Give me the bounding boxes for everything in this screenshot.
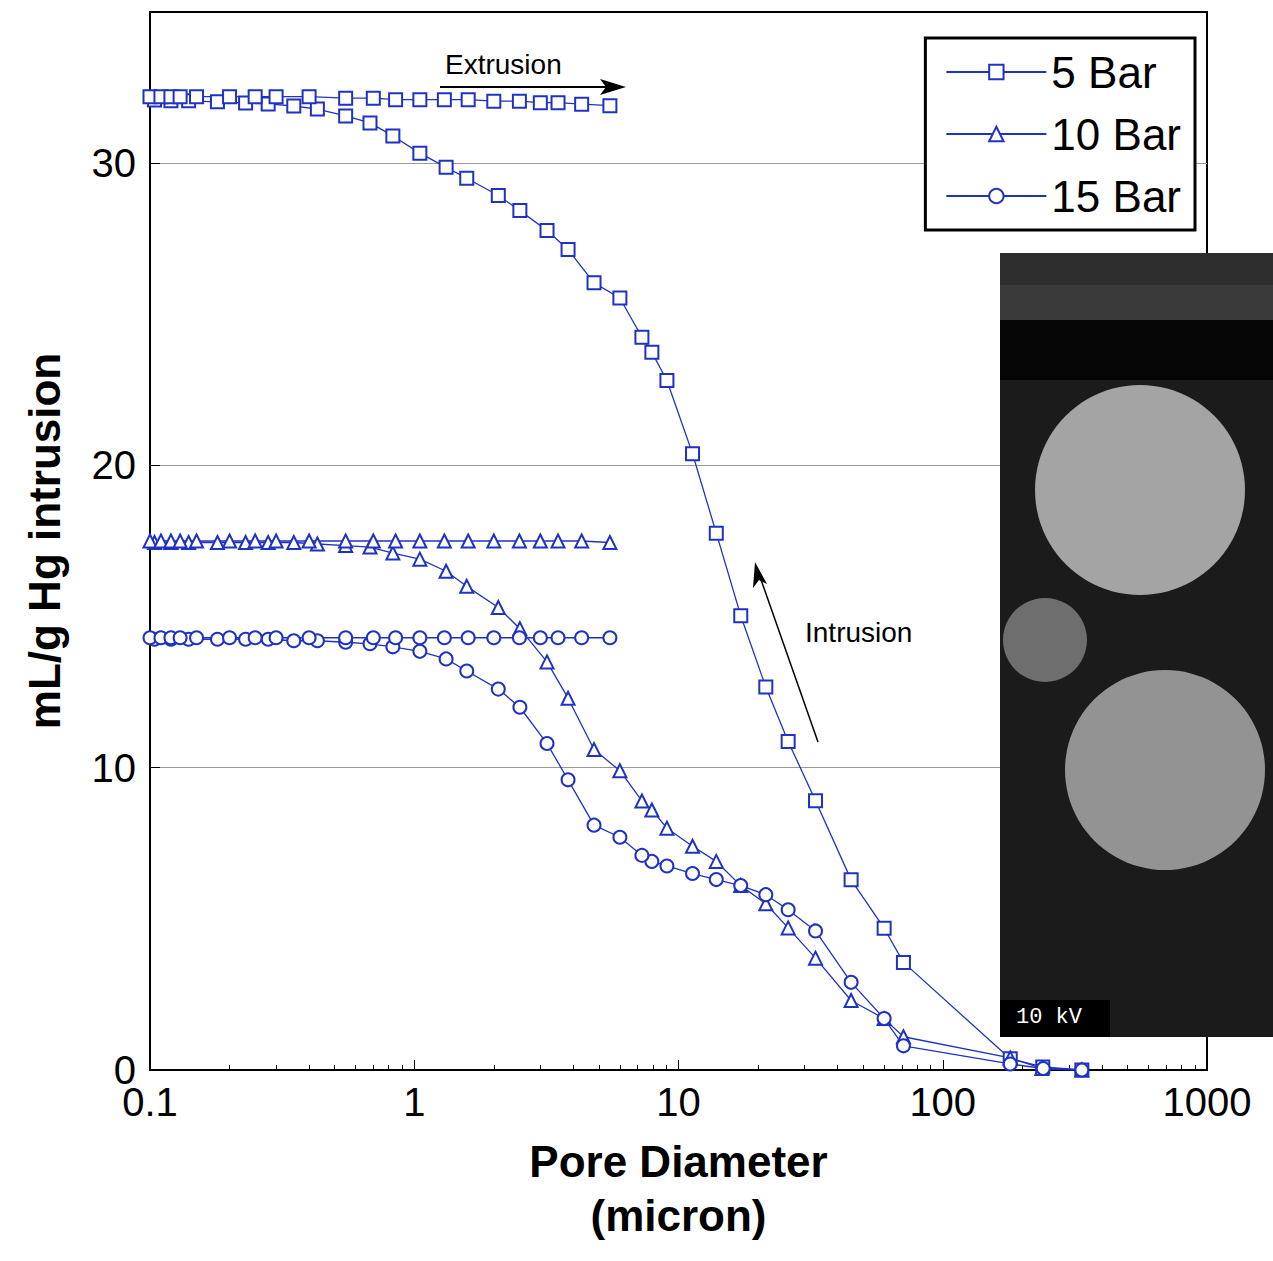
svg-text:100: 100 <box>909 1080 976 1124</box>
svg-text:15 Bar: 15 Bar <box>1051 172 1181 221</box>
svg-text:(micron): (micron) <box>591 1191 767 1240</box>
svg-text:Pore Diameter: Pore Diameter <box>529 1137 827 1186</box>
svg-text:20: 20 <box>92 443 137 487</box>
svg-text:1: 1 <box>403 1080 425 1124</box>
svg-text:10 Bar: 10 Bar <box>1051 110 1181 159</box>
svg-text:10: 10 <box>656 1080 701 1124</box>
svg-text:10: 10 <box>92 746 137 790</box>
svg-text:Intrusion: Intrusion <box>805 617 912 648</box>
svg-text:5 Bar: 5 Bar <box>1051 48 1156 97</box>
svg-text:0: 0 <box>113 1048 136 1092</box>
svg-text:1000: 1000 <box>1163 1080 1252 1124</box>
svg-text:10 kV: 10 kV <box>1016 1005 1083 1030</box>
svg-text:0.1: 0.1 <box>122 1080 178 1124</box>
svg-text:Extrusion: Extrusion <box>445 49 562 80</box>
svg-text:30: 30 <box>92 141 137 185</box>
svg-text:mL/g Hg intrusion: mL/g Hg intrusion <box>20 353 69 729</box>
